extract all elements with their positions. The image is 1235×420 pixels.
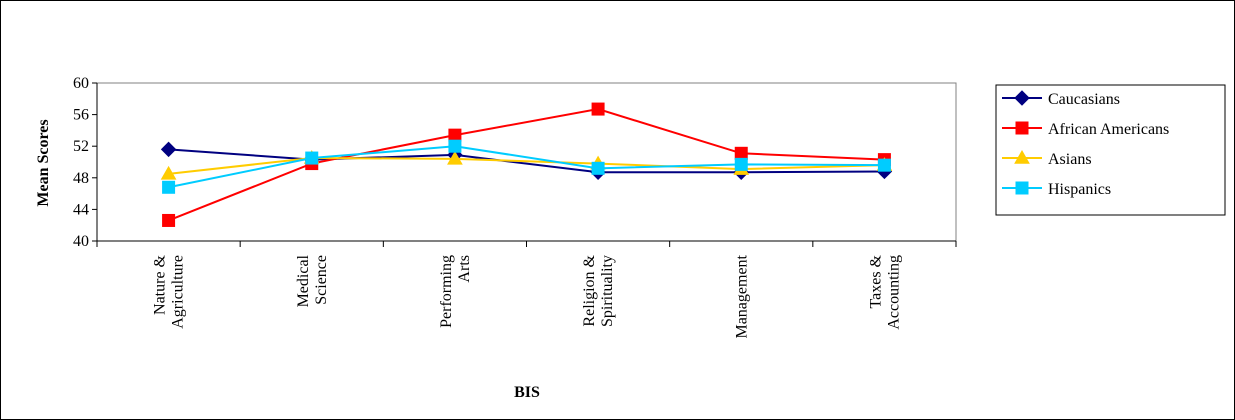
legend-label: Asians xyxy=(1048,151,1092,168)
legend-marker xyxy=(1014,90,1030,106)
legend-box xyxy=(995,84,1226,216)
data-point xyxy=(448,128,462,142)
legend-marker xyxy=(1015,181,1029,195)
x-category-label: Spirituality xyxy=(599,255,616,327)
series-line xyxy=(168,157,885,175)
data-point xyxy=(591,102,605,116)
x-category-label: Agriculture xyxy=(170,255,187,329)
x-category-label: Medical xyxy=(295,254,312,307)
y-tick-label: 56 xyxy=(73,107,89,124)
data-point xyxy=(162,213,176,227)
data-point xyxy=(734,157,748,171)
data-point xyxy=(160,165,177,180)
x-category-label: Taxes & xyxy=(867,254,884,308)
data-point xyxy=(160,141,177,158)
x-category-label: Arts xyxy=(456,255,473,283)
series-line xyxy=(168,145,885,189)
x-category-label: Science xyxy=(313,255,330,305)
y-tick-label: 52 xyxy=(73,138,89,155)
series-line xyxy=(168,108,885,222)
x-category-label: Performing xyxy=(438,255,455,328)
y-tick-label: 60 xyxy=(73,75,89,92)
legend-label: Hispanics xyxy=(1048,181,1111,198)
y-axis-title: Mean Scores xyxy=(35,119,52,206)
legend-marker xyxy=(1015,121,1029,135)
legend-marker xyxy=(1014,149,1030,164)
legend: Caucasians African Americans Asians Hispani… xyxy=(995,84,1226,216)
data-point xyxy=(877,158,891,172)
data-point xyxy=(162,180,176,194)
data-point xyxy=(305,151,319,165)
data-point xyxy=(447,150,463,165)
x-category-label: Accounting xyxy=(885,255,902,330)
plot-area: 40 44 48 52 56 60 Nature & Agriculture Medical Sc… xyxy=(73,75,957,339)
data-point xyxy=(734,146,748,160)
data-point xyxy=(448,139,462,153)
legend-label: Caucasians xyxy=(1048,91,1120,108)
y-tick-label: 44 xyxy=(73,201,89,218)
y-tick-label: 40 xyxy=(73,233,89,250)
legend-label: African Americans xyxy=(1048,121,1169,138)
x-category-label: Management xyxy=(733,254,750,338)
x-axis-title: BIS xyxy=(514,384,540,401)
y-tick-label: 48 xyxy=(73,170,89,187)
series-line xyxy=(168,148,885,174)
x-category-label: Nature & xyxy=(152,254,169,315)
x-category-label: Religion & xyxy=(581,254,598,326)
data-point xyxy=(591,161,605,175)
